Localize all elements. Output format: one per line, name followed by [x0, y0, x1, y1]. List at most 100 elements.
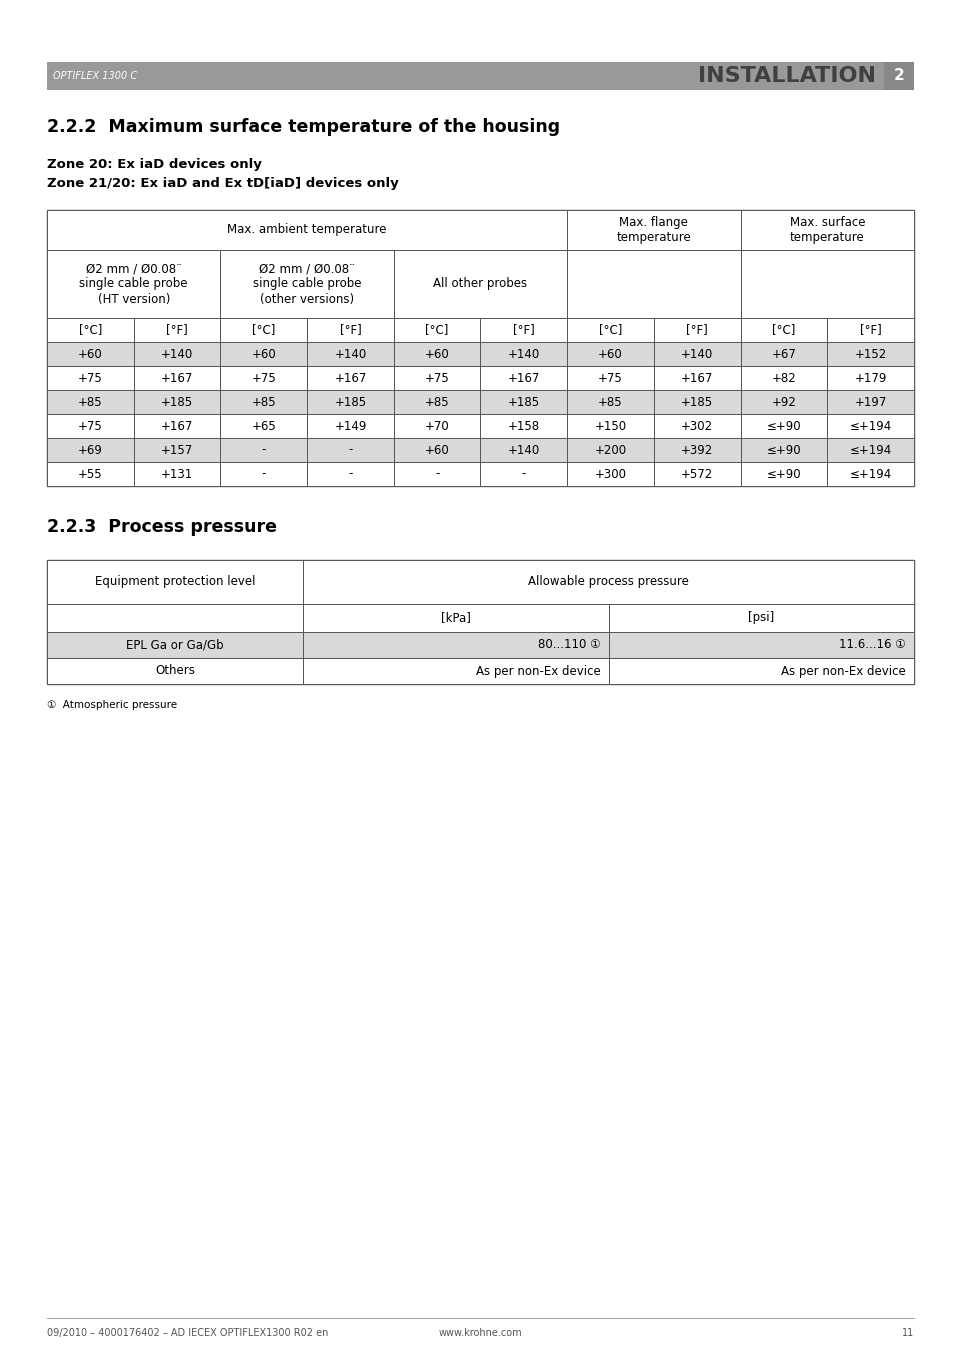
Bar [394, 438, 480, 462]
Text: +60: +60 [424, 347, 449, 361]
Text: -: - [348, 443, 353, 457]
Bar [133, 366, 220, 390]
Text: ≤+194: ≤+194 [848, 443, 891, 457]
Text: +167: +167 [161, 420, 193, 432]
Bar [653, 390, 740, 413]
Text: [°C]: [°C] [425, 323, 448, 336]
Bar [567, 413, 653, 438]
Text: +300: +300 [594, 467, 626, 481]
Bar [47, 209, 913, 486]
Bar [47, 366, 133, 390]
Text: +85: +85 [424, 396, 449, 408]
Text: +69: +69 [78, 443, 103, 457]
Bar [480, 366, 567, 390]
Bar [220, 250, 394, 317]
Bar [307, 390, 394, 413]
Bar [653, 462, 740, 486]
Bar [740, 317, 826, 342]
Bar [740, 342, 826, 366]
Bar [567, 209, 740, 250]
Text: +75: +75 [251, 372, 275, 385]
Text: EPL Ga or Ga/Gb: EPL Ga or Ga/Gb [126, 639, 223, 651]
Bar [302, 632, 608, 658]
Text: As per non-Ex device: As per non-Ex device [781, 665, 905, 677]
Bar [47, 250, 220, 317]
Bar [220, 413, 307, 438]
Text: +158: +158 [507, 420, 539, 432]
Bar [826, 317, 913, 342]
Text: [°C]: [°C] [78, 323, 102, 336]
Bar [740, 209, 913, 250]
Bar [608, 604, 913, 632]
Bar [826, 390, 913, 413]
Text: +67: +67 [771, 347, 796, 361]
Bar [133, 462, 220, 486]
Bar [567, 317, 653, 342]
Text: +140: +140 [507, 443, 539, 457]
Bar [567, 438, 653, 462]
Bar [567, 366, 653, 390]
Text: [°F]: [°F] [685, 323, 707, 336]
Text: Max. surface
temperature: Max. surface temperature [789, 216, 864, 245]
Text: [°C]: [°C] [252, 323, 275, 336]
Text: -: - [348, 467, 353, 481]
Bar [394, 342, 480, 366]
Bar [883, 62, 913, 91]
Text: 2.2.3  Process pressure: 2.2.3 Process pressure [47, 517, 276, 536]
Text: +70: +70 [424, 420, 449, 432]
Text: [psi]: [psi] [747, 612, 774, 624]
Text: -: - [261, 467, 266, 481]
Text: Equipment protection level: Equipment protection level [94, 576, 254, 589]
Bar [394, 366, 480, 390]
Text: +149: +149 [334, 420, 366, 432]
Text: Max. flange
temperature: Max. flange temperature [616, 216, 691, 245]
Bar [220, 438, 307, 462]
Text: +140: +140 [680, 347, 713, 361]
Text: +167: +167 [507, 372, 539, 385]
Bar [653, 438, 740, 462]
Text: +75: +75 [598, 372, 622, 385]
Text: +85: +85 [598, 396, 622, 408]
Bar [740, 413, 826, 438]
Text: [°F]: [°F] [166, 323, 188, 336]
Bar [47, 438, 133, 462]
Text: ①  Atmospheric pressure: ① Atmospheric pressure [47, 700, 177, 711]
Bar [653, 413, 740, 438]
Text: +179: +179 [854, 372, 886, 385]
Text: +392: +392 [680, 443, 713, 457]
Bar [307, 413, 394, 438]
Text: +140: +140 [507, 347, 539, 361]
Bar [133, 413, 220, 438]
Bar [826, 462, 913, 486]
Text: [°C]: [°C] [598, 323, 621, 336]
Bar [47, 390, 133, 413]
Text: [°F]: [°F] [339, 323, 361, 336]
Text: +82: +82 [771, 372, 796, 385]
Text: ≤+194: ≤+194 [848, 467, 891, 481]
Text: Zone 21/20: Ex iaD and Ex tD[iaD] devices only: Zone 21/20: Ex iaD and Ex tD[iaD] device… [47, 177, 398, 190]
Text: +185: +185 [507, 396, 539, 408]
Text: +167: +167 [680, 372, 713, 385]
Text: INSTALLATION: INSTALLATION [698, 66, 875, 86]
Text: +140: +140 [334, 347, 366, 361]
Text: ≤+90: ≤+90 [766, 467, 801, 481]
Text: [kPa]: [kPa] [440, 612, 470, 624]
Bar [740, 250, 913, 317]
Text: +185: +185 [680, 396, 713, 408]
Bar [826, 342, 913, 366]
Text: +157: +157 [161, 443, 193, 457]
Bar [307, 317, 394, 342]
Text: 2.2.2  Maximum surface temperature of the housing: 2.2.2 Maximum surface temperature of the… [47, 118, 559, 136]
Text: +75: +75 [78, 372, 103, 385]
Text: +60: +60 [251, 347, 275, 361]
Bar [394, 462, 480, 486]
Text: +185: +185 [335, 396, 366, 408]
Bar [567, 462, 653, 486]
Text: As per non-Ex device: As per non-Ex device [476, 665, 600, 677]
Text: OPTIFLEX 1300 C: OPTIFLEX 1300 C [53, 72, 137, 81]
Bar [394, 390, 480, 413]
Bar [47, 209, 567, 250]
Bar [307, 342, 394, 366]
Text: +140: +140 [161, 347, 193, 361]
Bar [480, 438, 567, 462]
